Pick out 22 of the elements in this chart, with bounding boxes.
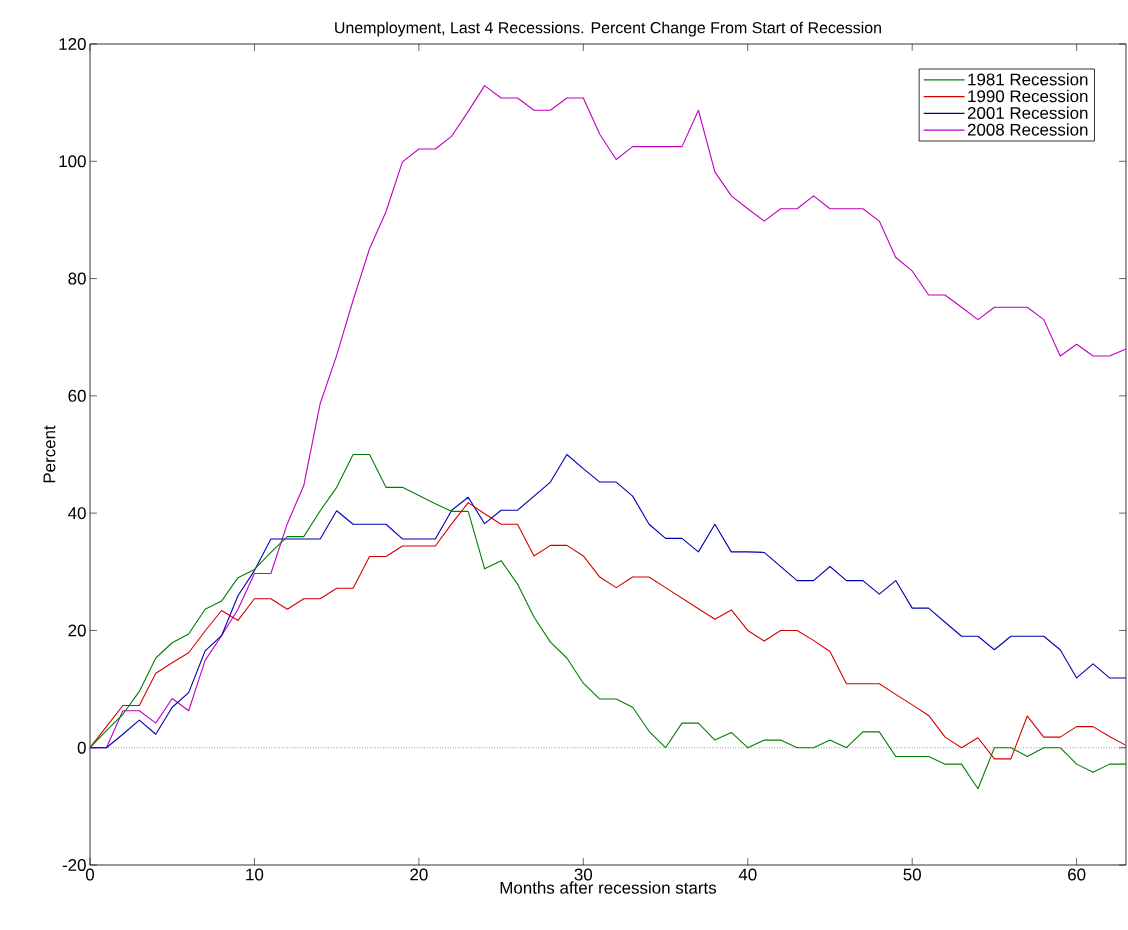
x-axis-title: Months after recession starts (500, 881, 717, 894)
x-tick-label: 0 (85, 868, 95, 881)
x-tick-label: 60 (1068, 868, 1086, 881)
legend-label: 1990 Recession (968, 89, 1088, 103)
legend-label: 1981 Recession (968, 73, 1088, 86)
legend-label: 2001 Recession (967, 106, 1088, 119)
y-tick-label: -20 (62, 859, 86, 871)
x-tick-label: 20 (410, 868, 428, 881)
y-tick-label: 120 (59, 37, 86, 50)
y-tick-label: 20 (68, 624, 86, 637)
x-tick-label: 10 (246, 868, 264, 881)
y-tick-label: 0 (77, 741, 86, 754)
legend-label: 2008 Recession (967, 123, 1088, 136)
y-tick-label: 40 (68, 507, 86, 520)
x-tick-label: 30 (574, 868, 593, 881)
x-tick-label: 50 (903, 868, 921, 881)
chart-title: Unemployment, Last 4 Recessions. Percent Change From Start of Recession (335, 21, 881, 37)
y-tick-label: 60 (68, 389, 86, 402)
y-axis-title: Percent (43, 425, 56, 483)
y-tick-label: 80 (68, 272, 86, 285)
x-tick-label: 40 (738, 868, 757, 881)
y-tick-label: 100 (59, 155, 86, 168)
